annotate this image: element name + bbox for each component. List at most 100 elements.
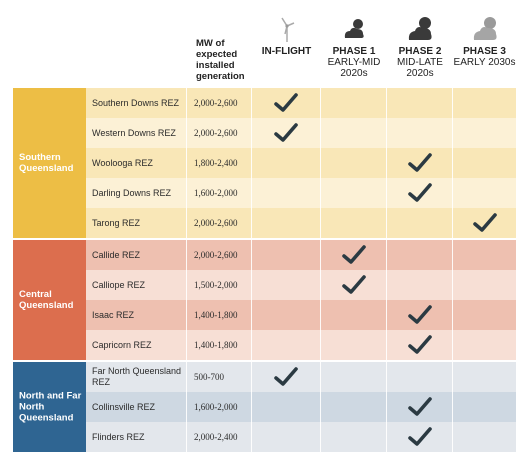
phase-cell	[252, 118, 321, 148]
phase-cell	[453, 392, 516, 422]
rez-name: Flinders REZ	[86, 422, 187, 452]
rez-name: Western Downs REZ	[86, 118, 187, 148]
table-row: Collinsville REZ 1,600-2,000	[86, 392, 516, 422]
rez-name: Isaac REZ	[86, 300, 187, 330]
column-title: IN-FLIGHT	[261, 46, 312, 57]
region-name: Southern Queensland	[19, 152, 74, 174]
phase-cell	[321, 392, 387, 422]
mw-range: 1,500-2,000	[187, 270, 252, 300]
phase-cell	[387, 88, 453, 118]
phase-cell	[321, 240, 387, 270]
phase-cell	[453, 178, 516, 208]
region-label: North and Far North Queensland	[13, 362, 86, 452]
phase-cell	[321, 118, 387, 148]
phase-cell	[387, 330, 453, 360]
phase-cell	[453, 208, 516, 238]
check-icon	[472, 213, 497, 232]
phase-cell	[453, 240, 516, 270]
check-icon	[407, 183, 432, 202]
phase-cell	[453, 362, 516, 392]
phase-cell	[321, 362, 387, 392]
rez-name: Capricorn REZ	[86, 330, 187, 360]
phase-cell	[252, 300, 321, 330]
check-icon	[274, 123, 298, 142]
phase-cell	[453, 88, 516, 118]
phase-cell	[453, 118, 516, 148]
mw-range: 500-700	[187, 362, 252, 392]
mw-range: 1,400-1,800	[187, 300, 252, 330]
mw-range: 2,000-2,600	[187, 118, 252, 148]
table-row: Woolooga REZ 1,800-2,400	[86, 148, 516, 178]
phase-cell	[453, 300, 516, 330]
check-icon	[341, 275, 366, 294]
column-subtitle: MID-LATE 2020s	[397, 57, 443, 79]
phase-cell	[387, 148, 453, 178]
phase-cell	[252, 148, 321, 178]
phase-cell	[252, 240, 321, 270]
region-name: North and Far North Queensland	[19, 390, 82, 424]
phase-cell	[387, 270, 453, 300]
region-label: Southern Queensland	[13, 88, 86, 238]
column-title: PHASE 1	[332, 46, 376, 57]
phase-cell	[252, 178, 321, 208]
phase-cell	[252, 88, 321, 118]
phase-cell	[387, 422, 453, 452]
phase-cell	[252, 270, 321, 300]
check-icon	[407, 427, 432, 446]
phase-cell	[252, 392, 321, 422]
phase-cell	[321, 208, 387, 238]
table-row: Capricorn REZ 1,400-1,800	[86, 330, 516, 360]
rez-name: Calliope REZ	[86, 270, 187, 300]
rez-name: Darling Downs REZ	[86, 178, 187, 208]
phase-cell	[321, 88, 387, 118]
mw-range: 1,800-2,400	[187, 148, 252, 178]
rez-name: Woolooga REZ	[86, 148, 187, 178]
phase-cell	[321, 270, 387, 300]
check-icon	[341, 245, 366, 264]
region-label: Central Queensland	[13, 240, 86, 360]
phase-cell	[252, 208, 321, 238]
phase-cell	[453, 270, 516, 300]
phase-cell	[387, 178, 453, 208]
table-row: Far North Queensland REZ 500-700	[86, 362, 516, 392]
check-icon	[407, 305, 432, 324]
phase-cell	[387, 208, 453, 238]
cloud-sun-icon	[344, 19, 364, 38]
rez-name: Callide REZ	[86, 240, 187, 270]
column-subtitle: EARLY 2030s	[453, 57, 516, 68]
mw-column-header: MW of expected installed generation	[196, 38, 245, 82]
wind-turbine-small-icon	[280, 17, 294, 42]
check-icon	[407, 153, 432, 172]
check-icon	[274, 367, 298, 386]
mw-range: 2,000-2,600	[187, 240, 252, 270]
mw-range: 2,000-2,600	[187, 208, 252, 238]
phase-cell	[321, 300, 387, 330]
table-row: Western Downs REZ 2,000-2,600	[86, 118, 516, 148]
phase-cell	[453, 422, 516, 452]
cloud-sun-gray-icon	[473, 17, 497, 40]
mw-range: 2,000-2,400	[187, 422, 252, 452]
phase-cell	[387, 362, 453, 392]
table-row: Isaac REZ 1,400-1,800	[86, 300, 516, 330]
table-row: Calliope REZ 1,500-2,000	[86, 270, 516, 300]
phase-cell	[252, 330, 321, 360]
mw-range: 1,600-2,000	[187, 178, 252, 208]
phase-cell	[387, 300, 453, 330]
table-row: Tarong REZ 2,000-2,600	[86, 208, 516, 238]
column-title: PHASE 3	[463, 46, 506, 57]
region-name: Central Queensland	[19, 289, 74, 311]
phase-cell	[387, 240, 453, 270]
phase-cell	[387, 118, 453, 148]
check-icon	[407, 397, 432, 416]
cloud-sun-bigger-icon	[408, 17, 432, 40]
mw-range: 1,400-1,800	[187, 330, 252, 360]
rez-name: Collinsville REZ	[86, 392, 187, 422]
column-header-phase-3: PHASE 3 EARLY 2030s	[453, 14, 516, 86]
table-row: Darling Downs REZ 1,600-2,000	[86, 178, 516, 208]
column-header-phase-1: PHASE 1 EARLY-MID 2020s	[321, 14, 387, 86]
phase-cell	[387, 392, 453, 422]
column-title: PHASE 2	[398, 46, 442, 57]
mw-range: 1,600-2,000	[187, 392, 252, 422]
column-subtitle: EARLY-MID 2020s	[327, 57, 381, 79]
